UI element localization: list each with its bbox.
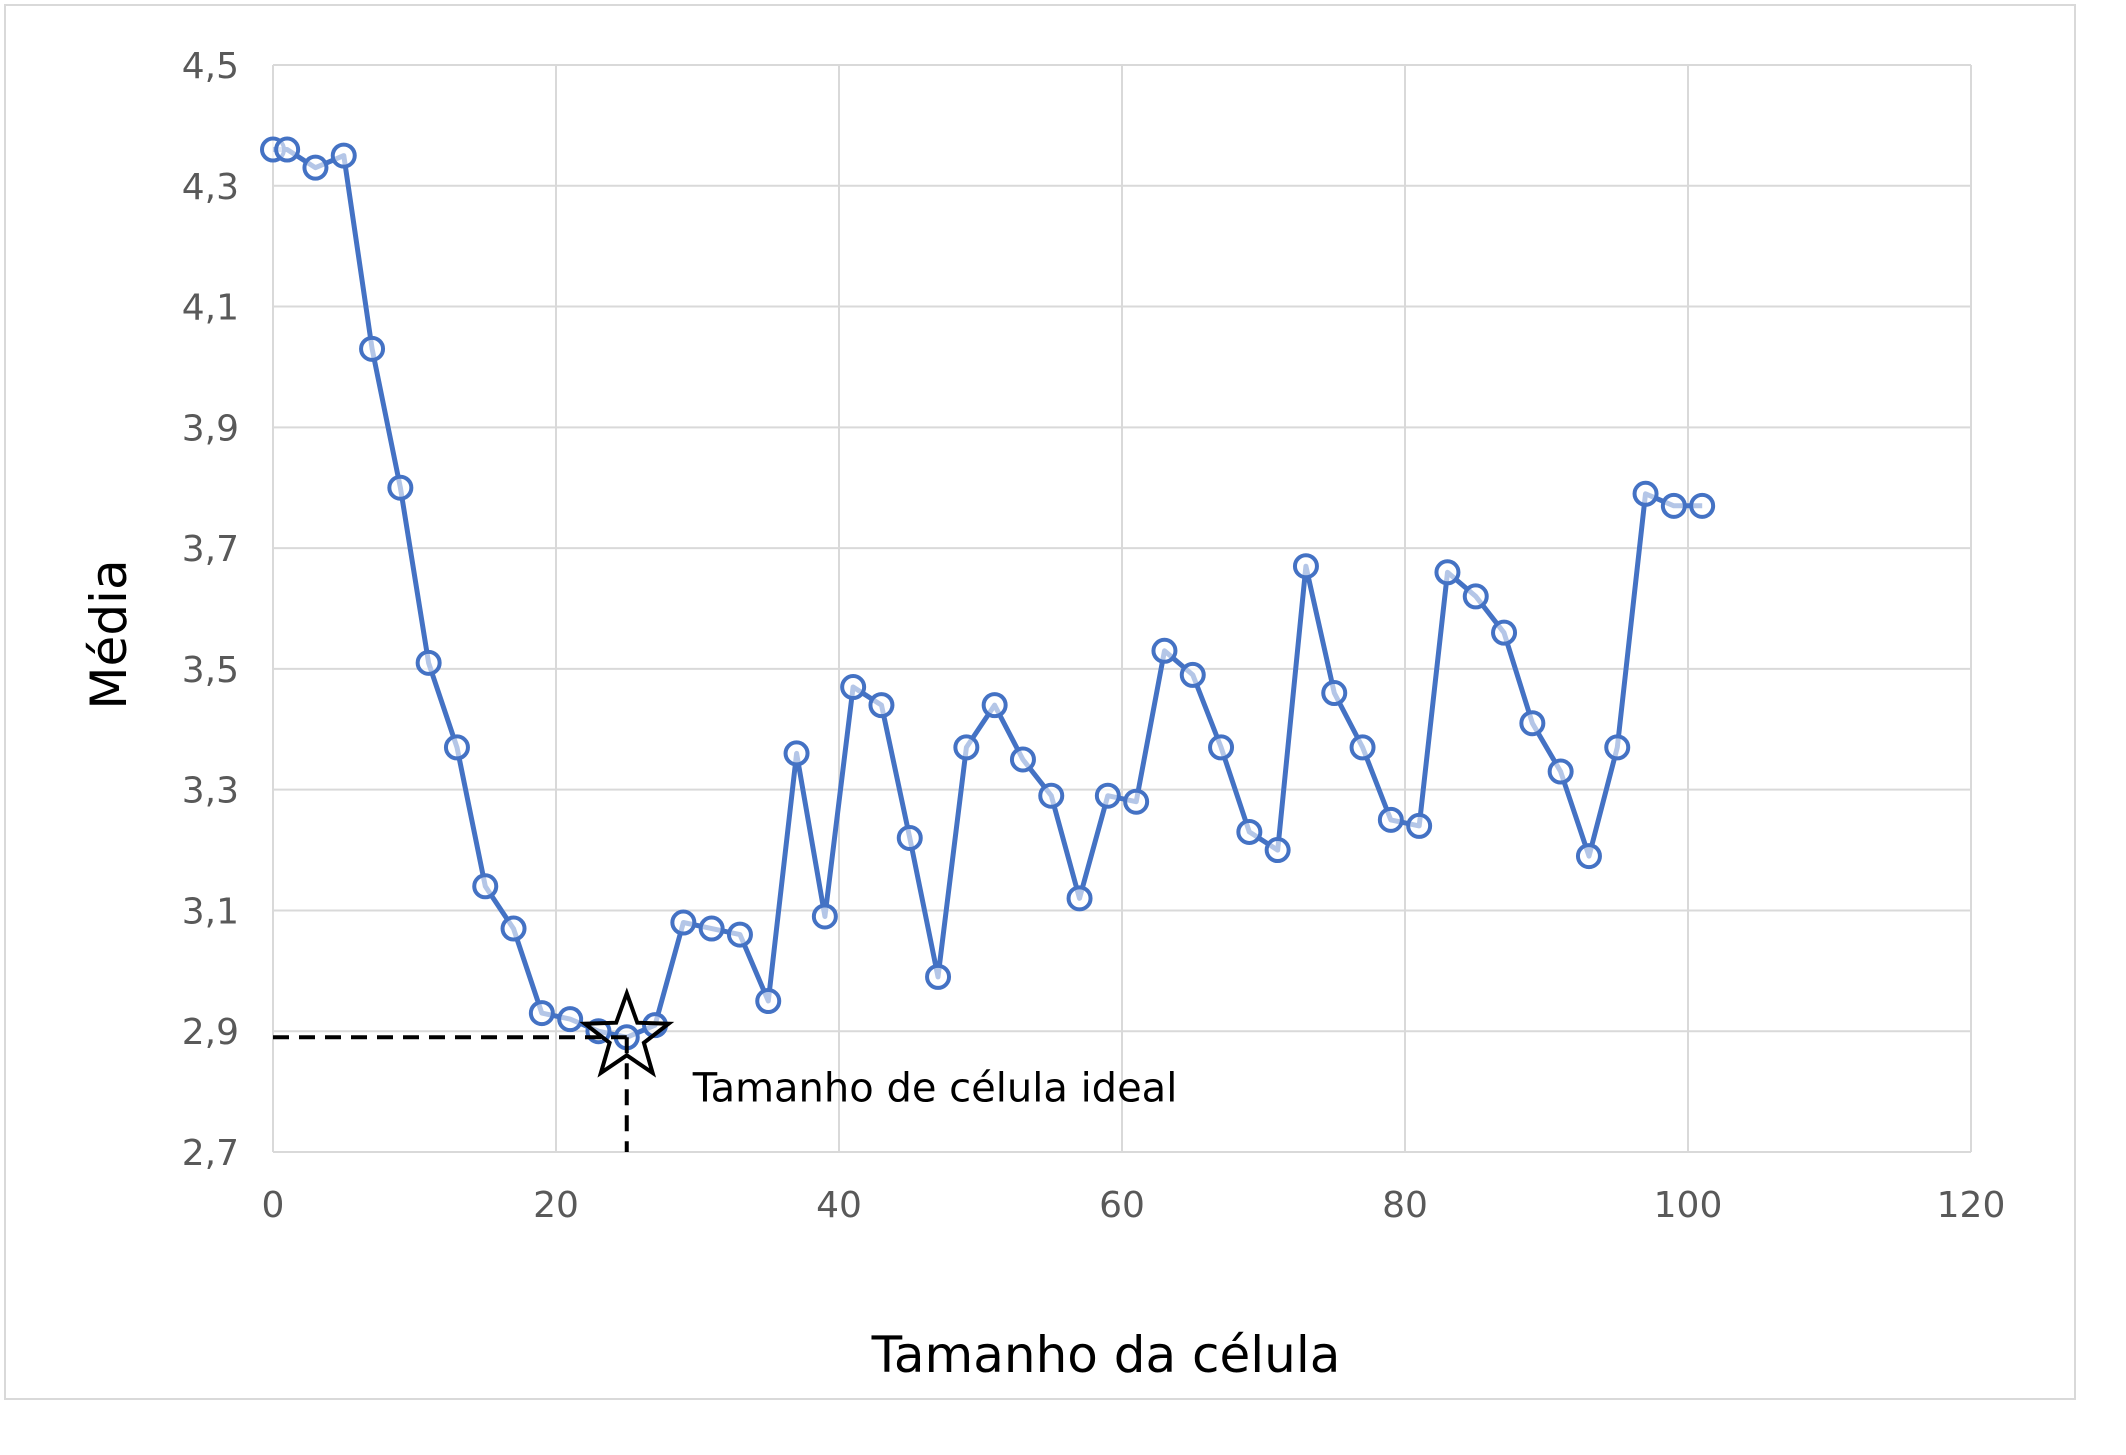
y-tick-label: 4,5 — [182, 46, 239, 87]
data-point — [1094, 782, 1121, 809]
data-point — [528, 1000, 555, 1027]
x-axis-ticks: 0 20 40 60 80 100 120 — [262, 1185, 2006, 1226]
data-point — [1292, 553, 1319, 580]
x-tick-label: 0 — [262, 1185, 285, 1226]
chart-frame: 2,7 2,9 3,1 3,3 3,5 3,7 3,9 4,1 4,3 4,5 0 20 40 60 80… — [4, 4, 2076, 1400]
data-point — [1604, 734, 1631, 761]
x-tick-label: 40 — [816, 1185, 862, 1226]
data-point — [1434, 559, 1461, 586]
data-point — [783, 740, 810, 767]
data-point — [1491, 619, 1518, 646]
data-point — [840, 674, 867, 701]
y-tick-label: 3,3 — [182, 771, 239, 812]
data-point — [981, 692, 1008, 719]
data-point — [415, 649, 442, 676]
y-tick-label: 3,5 — [182, 650, 239, 691]
data-point — [755, 988, 782, 1015]
y-axis-title: Média — [80, 559, 138, 709]
data-point — [868, 692, 895, 719]
x-axis-title: Tamanho da célula — [871, 1326, 1341, 1384]
data-point — [896, 824, 923, 851]
data-point — [953, 734, 980, 761]
data-point — [1038, 782, 1065, 809]
x-tick-label: 120 — [1937, 1185, 2006, 1226]
data-point — [1547, 758, 1574, 785]
y-tick-label: 2,7 — [182, 1133, 239, 1174]
x-tick-label: 20 — [533, 1185, 579, 1226]
grid — [272, 64, 1972, 1153]
data-point — [1123, 788, 1150, 815]
data-point — [1321, 680, 1348, 707]
data-point — [726, 921, 753, 948]
data-point — [1689, 492, 1716, 519]
data-point — [1462, 583, 1489, 610]
y-tick-label: 4,1 — [182, 288, 239, 329]
chart-svg: 2,7 2,9 3,1 3,3 3,5 3,7 3,9 4,1 4,3 4,5 0 20 40 60 80… — [80, 46, 2006, 1384]
data-point — [1575, 843, 1602, 870]
x-tick-label: 100 — [1654, 1185, 1723, 1226]
data-point — [1406, 812, 1433, 839]
series-line — [273, 147, 1703, 1040]
data-point — [1151, 637, 1178, 664]
data-point — [1519, 710, 1546, 737]
data-point — [1660, 492, 1687, 519]
data-point — [443, 734, 470, 761]
data-point — [359, 335, 386, 362]
data-point — [811, 903, 838, 930]
series-group — [260, 136, 1716, 1051]
y-tick-label: 2,9 — [182, 1012, 239, 1053]
data-point — [302, 154, 329, 181]
data-point — [1208, 734, 1235, 761]
data-point — [387, 474, 414, 501]
data-point — [472, 873, 499, 900]
data-point — [1066, 885, 1093, 912]
data-point — [670, 909, 697, 936]
data-point — [1632, 480, 1659, 507]
x-tick-label: 80 — [1382, 1185, 1428, 1226]
star-icon — [579, 987, 675, 1078]
data-point — [1377, 806, 1404, 833]
data-point — [330, 142, 357, 169]
data-point — [557, 1006, 584, 1033]
data-point — [1179, 661, 1206, 688]
annotation-group — [273, 987, 675, 1152]
y-tick-label: 3,7 — [182, 529, 239, 570]
y-tick-label: 4,3 — [182, 167, 239, 208]
data-point — [698, 915, 725, 942]
data-point — [925, 963, 952, 990]
x-tick-label: 60 — [1099, 1185, 1145, 1226]
y-axis-ticks: 2,7 2,9 3,1 3,3 3,5 3,7 3,9 4,1 4,3 4,5 — [182, 46, 239, 1174]
y-tick-label: 3,9 — [182, 408, 239, 449]
data-point — [500, 915, 527, 942]
data-point — [274, 136, 301, 163]
data-point — [1009, 746, 1036, 773]
y-tick-label: 3,1 — [182, 891, 239, 932]
data-point — [1349, 734, 1376, 761]
annotation-label: Tamanho de célula ideal — [692, 1065, 1178, 1111]
data-point — [1236, 818, 1263, 845]
data-point — [1264, 837, 1291, 864]
